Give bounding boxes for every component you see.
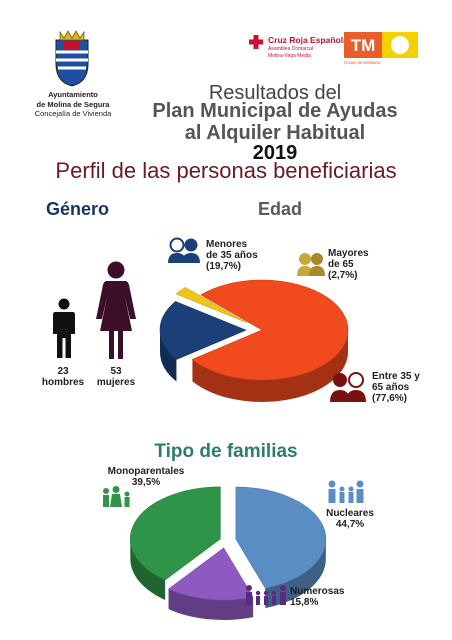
age-label-young-l2: de 35 años — [206, 250, 258, 261]
age-label-young-l1: Menores — [206, 239, 248, 250]
age-pie-slice-0 — [159, 301, 247, 360]
age-label-middle-l2: 65 años — [372, 382, 410, 393]
family-label-single-parent-l2: 39,5% — [131, 477, 161, 488]
man-icon — [53, 298, 75, 358]
men-stat: 23 hombres — [38, 366, 88, 388]
middle-aged-couple-icon — [330, 372, 366, 402]
family-label-nuclear: Nucleares 44,7% — [320, 508, 380, 530]
women-label: mujeres — [96, 377, 136, 388]
young-couple-icon — [168, 237, 200, 263]
tm-subtitle: Grupo inmobiliario — [344, 60, 381, 65]
family-pie-chart — [130, 486, 327, 620]
women-count: 53 — [110, 366, 122, 377]
age-pie-chart — [159, 279, 349, 402]
tm-logo-text: TM — [351, 36, 376, 55]
age-pie-slice-2 — [191, 279, 349, 381]
family-pie-slice-2 — [130, 486, 221, 581]
single-parent-family-icon — [103, 486, 130, 507]
age-label-young: Menores de 35 años (19,7%) — [206, 239, 258, 272]
woman-icon — [96, 261, 136, 359]
tm-logo: TM — [344, 32, 418, 58]
large-family-icon — [246, 585, 286, 605]
title-line3: al Alquiler Habitual — [184, 122, 366, 144]
age-label-middle: Entre 35 y 65 años (77,6%) — [372, 371, 420, 404]
ayto-line1: Ayuntamiento — [48, 90, 98, 99]
cruz-roja-sub1: Asamblea Comarcal — [268, 46, 314, 52]
red-cross-icon — [249, 35, 263, 49]
age-label-middle-l3: (77,6%) — [372, 393, 408, 404]
age-label-senior-l3: (2,7%) — [328, 270, 358, 281]
family-label-single-parent: Monoparentales 39,5% — [96, 466, 196, 488]
family-heading: Tipo de familias — [154, 441, 298, 462]
title-line1: Resultados del — [208, 82, 342, 104]
title-year: 2019 — [252, 142, 298, 164]
elderly-couple-icon — [297, 253, 325, 276]
ayto-line3: Concejalía de Vivienda — [34, 109, 112, 118]
age-label-senior-l1: Mayores — [328, 248, 369, 259]
men-label: hombres — [41, 377, 85, 388]
age-label-senior-l2: de 65 — [328, 259, 354, 270]
family-label-large: Numerosas 15,8% — [290, 586, 344, 608]
family-pie-slice-side-2 — [130, 538, 166, 600]
age-label-middle-l1: Entre 35 y — [372, 371, 420, 382]
title-line2: Plan Municipal de Ayudas — [152, 100, 398, 122]
age-label-senior: Mayores de 65 (2,7%) — [328, 248, 369, 281]
gender-heading: Género — [46, 199, 110, 219]
family-label-nuclear-l2: 44,7% — [335, 519, 365, 530]
municipality-name: Ayuntamiento de Molina de Segura Conceja… — [8, 90, 138, 119]
family-label-nuclear-l1: Nucleares — [326, 508, 374, 519]
women-stat: 53 mujeres — [91, 366, 141, 388]
family-label-large-l1: Numerosas — [290, 586, 345, 597]
cruz-roja-subtitle: Asamblea Comarcal Molina-Vega Media — [268, 46, 313, 59]
age-pie-slice-side-0 — [160, 330, 177, 382]
age-heading: Edad — [258, 199, 303, 219]
municipal-coat-of-arms-icon — [55, 30, 89, 87]
family-pie-slice-side-1 — [168, 589, 254, 620]
age-pie-slice-1 — [175, 287, 247, 323]
men-count: 23 — [57, 366, 69, 377]
family-label-single-parent-l1: Monoparentales — [107, 466, 185, 477]
age-label-young-l3: (19,7%) — [206, 261, 242, 272]
cruz-roja-name: Cruz Roja Española — [268, 35, 348, 45]
nuclear-family-icon — [328, 480, 364, 503]
family-label-large-l2: 15,8% — [290, 597, 319, 608]
family-pie-slice-side-0 — [265, 539, 326, 609]
family-pie-slice-0 — [235, 486, 327, 589]
page-subtitle: Perfil de las personas beneficiarias — [55, 158, 397, 183]
ayto-line2: de Molina de Segura — [36, 99, 110, 109]
age-pie-slice-side-2 — [192, 330, 348, 402]
cruz-roja-sub2: Molina-Vega Media — [268, 52, 311, 59]
